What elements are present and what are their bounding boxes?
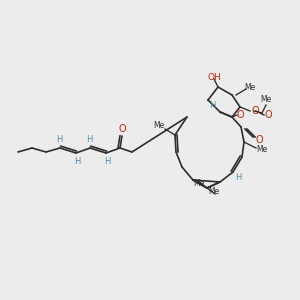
Text: O: O	[264, 110, 272, 120]
Text: O: O	[255, 135, 263, 145]
Text: H: H	[235, 173, 241, 182]
Text: OH: OH	[207, 73, 221, 82]
Text: H: H	[209, 101, 215, 110]
Text: O: O	[118, 124, 126, 134]
Text: Me: Me	[194, 178, 205, 188]
Text: Me: Me	[208, 187, 220, 196]
Text: O: O	[251, 106, 259, 116]
Text: O: O	[236, 110, 244, 120]
Text: H: H	[104, 157, 110, 166]
Text: H: H	[86, 136, 92, 145]
Text: Me: Me	[260, 94, 272, 103]
Text: H: H	[56, 136, 62, 145]
Text: Me: Me	[153, 122, 165, 130]
Text: H: H	[74, 157, 80, 166]
Text: Me: Me	[256, 146, 268, 154]
Text: Me: Me	[244, 82, 256, 91]
